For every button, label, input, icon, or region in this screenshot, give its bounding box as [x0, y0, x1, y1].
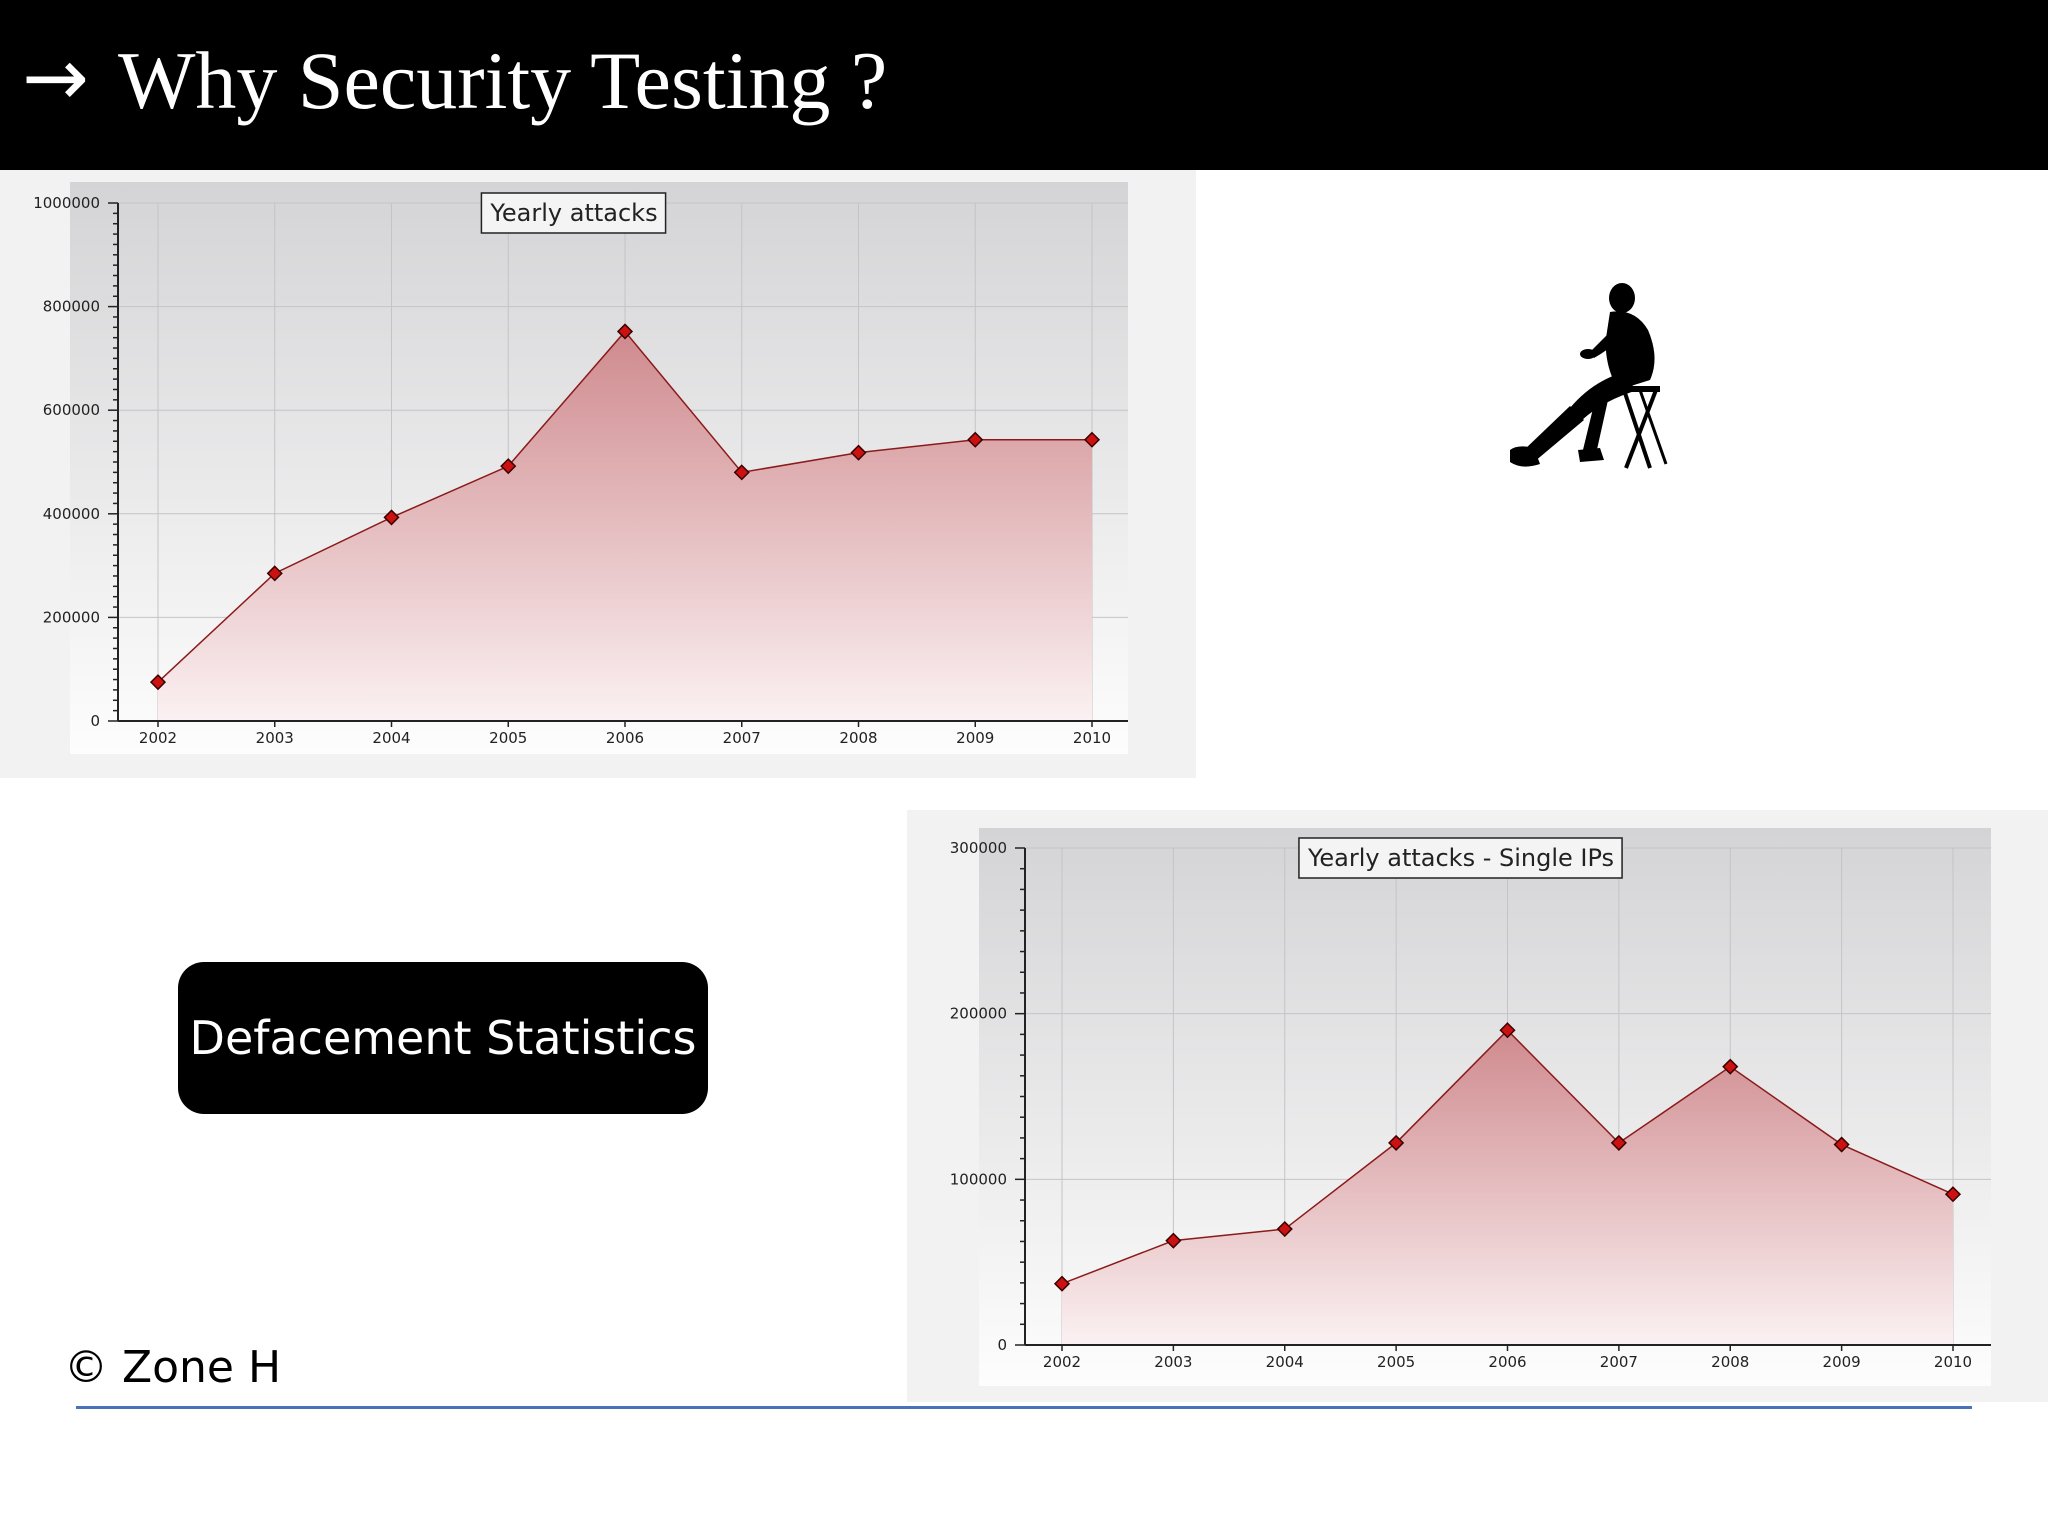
x-tick-label: 2004: [372, 729, 410, 747]
chart-title-frame: [480, 192, 667, 234]
x-tick-label: 2002: [139, 729, 177, 747]
y-tick-label: 800000: [43, 298, 100, 316]
footer-divider: [76, 1406, 1972, 1409]
x-tick-label: 2010: [1934, 1353, 1972, 1371]
chart-title-box: Yearly attacks - Single IPs: [1298, 837, 1623, 879]
data-point-marker: [1388, 1134, 1405, 1151]
y-tick-label: 1000000: [33, 194, 100, 212]
yearly-attacks-chart: 0 200000 400000 600000 800000 1000000 2002 2003…: [33, 182, 1128, 754]
slide-header: → Why Security Testing ?: [0, 0, 2048, 170]
data-point-marker: [1610, 1134, 1627, 1151]
data-point-marker: [1276, 1220, 1293, 1238]
credit-zone-h: © Zone H: [64, 1342, 282, 1393]
series-area: [1062, 1030, 1953, 1345]
x-tick-label: 2010: [1073, 729, 1111, 747]
x-tick-label: 2004: [1266, 1353, 1304, 1371]
data-point-marker: [1722, 1058, 1739, 1075]
chart-title-box: Yearly attacks: [480, 192, 667, 234]
data-point-marker: [1083, 431, 1101, 448]
data-point-marker: [500, 458, 517, 475]
x-tick-label: 2003: [256, 729, 294, 747]
person-sitting-silhouette-icon: [1510, 283, 1668, 469]
data-point-marker: [149, 674, 167, 691]
y-tick-label: 100000: [950, 1170, 1007, 1188]
defacement-statistics-text: Defacement Statistics: [189, 1011, 697, 1065]
data-point-marker: [383, 509, 400, 526]
defacement-statistics-label: Defacement Statistics: [178, 962, 708, 1114]
y-tick-label: 300000: [950, 839, 1007, 857]
data-point-marker: [616, 323, 634, 340]
chart-title: Yearly attacks: [489, 199, 657, 227]
slide-title: Why Security Testing ?: [118, 35, 888, 126]
chart-title: Yearly attacks - Single IPs: [1307, 844, 1614, 872]
series-area: [158, 331, 1092, 721]
arrow-right-icon: →: [22, 31, 90, 124]
y-tick-label: 0: [997, 1336, 1007, 1354]
y-tick-label: 400000: [43, 505, 100, 523]
x-tick-label: 2009: [956, 729, 994, 747]
x-tick-label: 2006: [1488, 1353, 1526, 1371]
data-point-marker: [1499, 1022, 1516, 1039]
yearly-attacks-chart-panel: 0 200000 400000 600000 800000 1000000 2002 2003…: [0, 170, 1196, 778]
single-ips-chart: 0 100000 200000 300000 2002 2003 2004 2005 2006 2…: [950, 828, 1991, 1386]
data-point-marker: [967, 431, 984, 448]
x-tick-label: 2008: [839, 729, 877, 747]
x-tick-label: 2003: [1154, 1353, 1192, 1371]
x-tick-label: 2005: [1377, 1353, 1415, 1371]
chart-title-frame: [1298, 837, 1623, 879]
data-point-marker: [1833, 1136, 1850, 1153]
x-tick-label: 2008: [1711, 1353, 1749, 1371]
single-ips-chart-panel: 0 100000 200000 300000 2002 2003 2004 2005 2006 2…: [907, 810, 2048, 1402]
x-tick-label: 2002: [1043, 1353, 1081, 1371]
data-point-marker: [1165, 1232, 1182, 1249]
y-tick-label: 200000: [950, 1005, 1007, 1023]
data-point-marker: [1053, 1275, 1071, 1292]
x-tick-label: 2007: [723, 729, 761, 747]
x-tick-label: 2007: [1600, 1353, 1638, 1371]
y-tick-label: 0: [90, 712, 100, 730]
data-point-marker: [266, 565, 283, 582]
data-point-marker: [1944, 1186, 1962, 1203]
x-tick-label: 2009: [1823, 1353, 1861, 1371]
x-tick-label: 2005: [489, 729, 527, 747]
y-tick-label: 600000: [43, 401, 100, 419]
y-tick-label: 200000: [43, 608, 100, 626]
x-tick-label: 2006: [606, 729, 644, 747]
data-point-marker: [850, 444, 867, 461]
data-point-marker: [733, 464, 750, 481]
